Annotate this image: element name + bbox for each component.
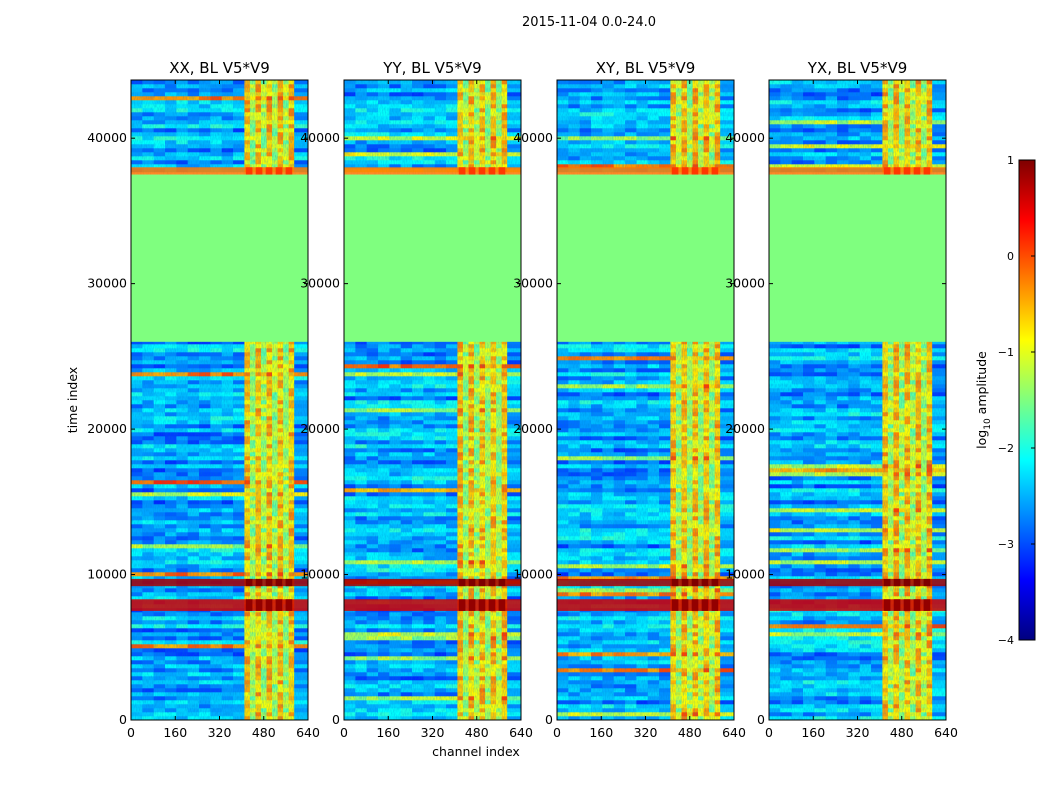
x-tick-label: 0: [765, 725, 773, 740]
panel-xy: XY, BL V5*V9 0 160 320 480 640 0 10000 20000 3000…: [513, 59, 746, 740]
panel-title: XY, BL V5*V9: [596, 59, 696, 77]
rfi-row: [769, 578, 946, 587]
rfi-row: [344, 578, 521, 587]
y-tick-label: 10000: [87, 567, 127, 582]
y-tick-label: 40000: [513, 130, 553, 145]
panel-xx: XX, BL V5*V9 0 160 320 480 640 0 10000 20000 3000…: [87, 59, 320, 740]
colorbar-tick-label: −3: [998, 538, 1014, 551]
x-tick-label: 0: [127, 725, 135, 740]
y-tick-label: 0: [332, 712, 340, 727]
rfi-row: [131, 599, 308, 611]
x-tick-label: 640: [934, 725, 958, 740]
x-tick-label: 480: [890, 725, 914, 740]
x-tick-label: 320: [208, 725, 232, 740]
colorbar-label: log10 amplitude: [974, 351, 993, 449]
panel-title: YY, BL V5*V9: [382, 59, 481, 77]
colorbar-tick-label: 1: [1007, 154, 1014, 167]
x-tick-label: 320: [421, 725, 445, 740]
panels-group: XX, BL V5*V9 0 160 320 480 640 0 10000 20000 3000…: [87, 59, 958, 740]
flagged-block: [769, 174, 946, 342]
panel-title: XX, BL V5*V9: [169, 59, 270, 77]
x-tick-label: 160: [376, 725, 400, 740]
y-axis-label: time index: [65, 367, 80, 433]
y-tick-label: 20000: [87, 421, 127, 436]
y-tick-label: 0: [545, 712, 553, 727]
x-tick-label: 480: [252, 725, 276, 740]
heatmap-image: [131, 80, 308, 720]
x-tick-label: 0: [553, 725, 561, 740]
x-tick-label: 640: [296, 725, 320, 740]
heatmap-image: [557, 80, 734, 720]
y-tick-label: 30000: [513, 276, 553, 291]
rfi-row: [344, 167, 521, 175]
colorbar: 1 0 −1 −2 −3 −4 log10 amplitude: [974, 154, 1036, 647]
y-tick-label: 10000: [300, 567, 340, 582]
figure-title: 2015-11-04 0.0-24.0: [522, 15, 656, 30]
y-tick-label: 30000: [300, 276, 340, 291]
colorbar-tick-label: −1: [998, 346, 1014, 359]
y-tick-label: 0: [757, 712, 765, 727]
flagged-block: [557, 174, 734, 342]
y-tick-label: 20000: [513, 421, 553, 436]
x-tick-label: 160: [163, 725, 187, 740]
x-tick-label: 640: [722, 725, 746, 740]
colorbar-gradient: [1018, 159, 1036, 641]
rfi-row: [557, 578, 734, 587]
x-tick-label: 0: [340, 725, 348, 740]
flagged-block: [344, 174, 521, 342]
y-tick-label: 20000: [725, 421, 765, 436]
rfi-row: [131, 167, 308, 175]
x-tick-label: 320: [634, 725, 658, 740]
y-tick-label: 40000: [725, 130, 765, 145]
rfi-row: [131, 578, 308, 587]
x-tick-label: 640: [509, 725, 533, 740]
x-tick-label: 480: [465, 725, 489, 740]
rfi-row: [344, 599, 521, 611]
y-tick-label: 10000: [513, 567, 553, 582]
flagged-block: [131, 174, 308, 342]
colorbar-ticks: 1 0 −1 −2 −3 −4: [998, 154, 1035, 647]
rfi-row: [557, 599, 734, 611]
heatmap-image: [344, 80, 521, 720]
y-tick-label: 40000: [300, 130, 340, 145]
heatmap-image: [769, 80, 946, 720]
colorbar-tick-label: −2: [998, 442, 1014, 455]
x-tick-label: 160: [801, 725, 825, 740]
y-tick-label: 0: [119, 712, 127, 727]
x-axis-label: channel index: [432, 744, 520, 759]
x-tick-label: 480: [678, 725, 702, 740]
panel-yx: YX, BL V5*V9 0 160 320 480 640 0 10000 20000 3000…: [725, 59, 958, 740]
colorbar-tick-label: −4: [998, 634, 1014, 647]
rfi-row: [769, 599, 946, 611]
x-tick-label: 160: [589, 725, 613, 740]
y-tick-label: 40000: [87, 130, 127, 145]
y-tick-label: 30000: [87, 276, 127, 291]
y-tick-label: 20000: [300, 421, 340, 436]
rfi-row: [557, 167, 734, 175]
rfi-row: [769, 167, 946, 175]
colorbar-tick-label: 0: [1007, 250, 1014, 263]
y-tick-label: 10000: [725, 567, 765, 582]
x-tick-label: 320: [846, 725, 870, 740]
panel-yy: YY, BL V5*V9 0 160 320 480 640 0 10000 20000 3000…: [300, 59, 533, 740]
y-tick-label: 30000: [725, 276, 765, 291]
panel-title: YX, BL V5*V9: [807, 59, 908, 77]
